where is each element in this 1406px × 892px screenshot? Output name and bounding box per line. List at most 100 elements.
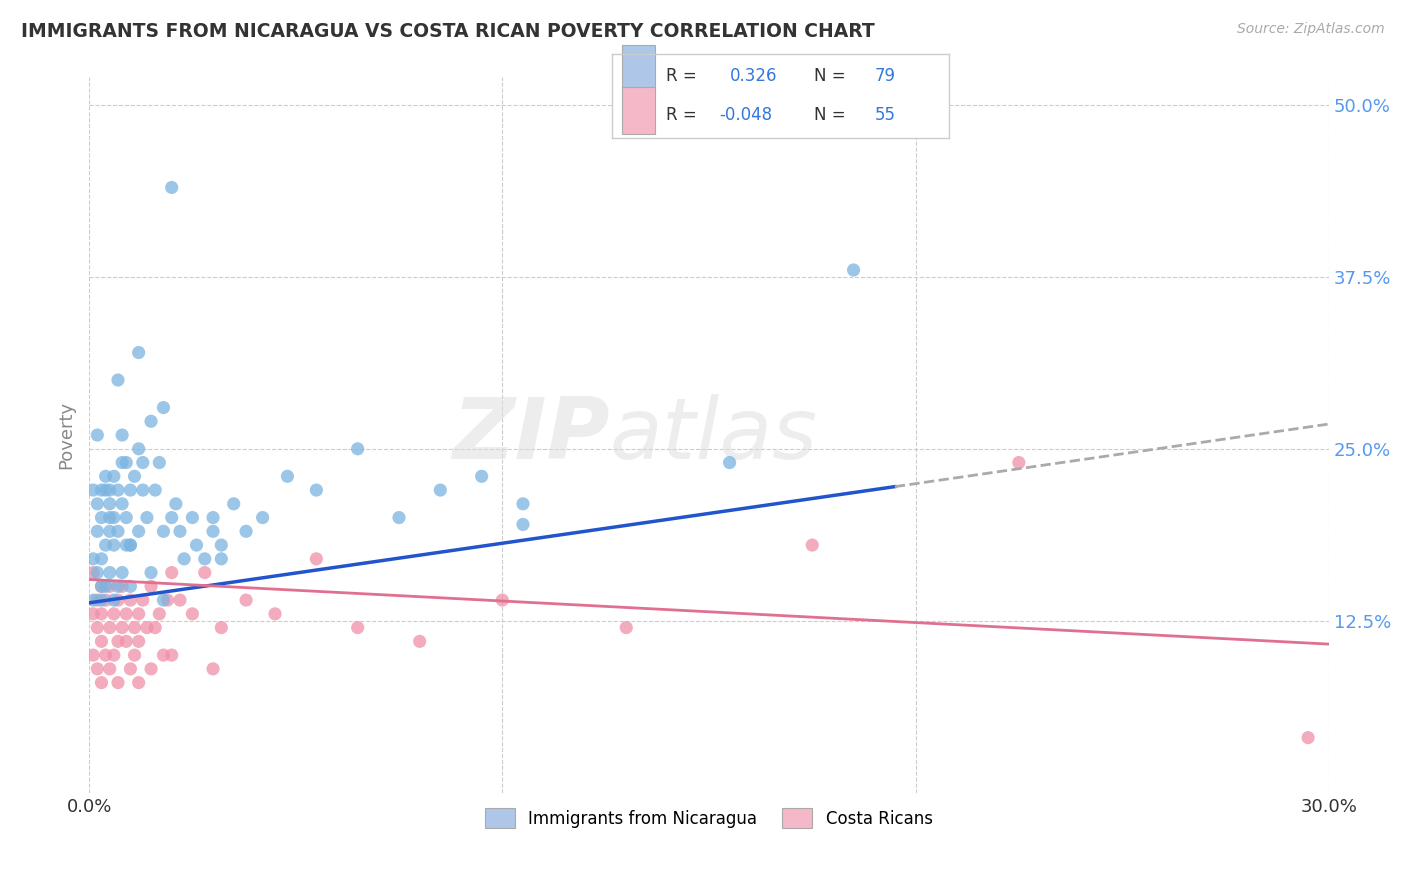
Point [1296, 731, 1319, 745]
Point [128, 345, 150, 359]
Point [194, 566, 217, 580]
Point [98, 579, 121, 593]
Point [305, 551, 328, 566]
Point [202, 510, 225, 524]
Point [491, 593, 513, 607]
Point [90, 510, 112, 524]
Point [120, 538, 142, 552]
Point [512, 497, 534, 511]
Point [98, 566, 121, 580]
Point [801, 538, 824, 552]
Point [98, 662, 121, 676]
Point [103, 593, 125, 607]
Point [346, 621, 368, 635]
Point [98, 483, 121, 497]
Point [139, 566, 162, 580]
Point [111, 566, 134, 580]
Point [86, 593, 108, 607]
Point [107, 524, 129, 539]
Point [86, 524, 108, 539]
Point [90, 675, 112, 690]
Text: R =: R = [665, 68, 702, 86]
Point [388, 510, 411, 524]
Point [181, 607, 204, 621]
Point [94, 648, 117, 662]
Point [132, 456, 155, 470]
Point [107, 593, 129, 607]
Text: 55: 55 [875, 105, 896, 123]
Y-axis label: Poverty: Poverty [58, 401, 75, 469]
Point [160, 648, 183, 662]
Point [135, 621, 157, 635]
Point [115, 456, 138, 470]
Point [152, 648, 174, 662]
Point [160, 180, 183, 194]
Point [143, 483, 166, 497]
Point [98, 497, 121, 511]
Point [94, 469, 117, 483]
Point [111, 621, 134, 635]
Point [86, 497, 108, 511]
Point [94, 483, 117, 497]
Point [346, 442, 368, 456]
Point [152, 593, 174, 607]
Point [115, 538, 138, 552]
Bar [621, 45, 655, 92]
Point [132, 483, 155, 497]
Point [139, 414, 162, 428]
Point [209, 621, 232, 635]
Point [139, 579, 162, 593]
Point [209, 538, 232, 552]
Point [148, 456, 170, 470]
Point [169, 524, 191, 539]
Text: ZIP: ZIP [453, 393, 610, 476]
Point [194, 551, 217, 566]
Point [98, 510, 121, 524]
Point [173, 551, 195, 566]
Point [107, 483, 129, 497]
Point [202, 662, 225, 676]
Point [128, 607, 150, 621]
Point [209, 551, 232, 566]
Point [305, 483, 328, 497]
Point [103, 510, 125, 524]
Point [120, 662, 142, 676]
Point [124, 469, 146, 483]
Point [111, 456, 134, 470]
Point [82, 566, 104, 580]
Point [115, 510, 138, 524]
Point [94, 593, 117, 607]
Point [120, 538, 142, 552]
Point [111, 579, 134, 593]
Point [408, 634, 430, 648]
Point [90, 607, 112, 621]
Point [264, 607, 287, 621]
Point [115, 607, 138, 621]
Text: 79: 79 [875, 68, 896, 86]
Point [124, 621, 146, 635]
Point [128, 524, 150, 539]
Point [82, 607, 104, 621]
Point [120, 483, 142, 497]
Text: N =: N = [814, 105, 851, 123]
Point [135, 510, 157, 524]
Text: R =: R = [665, 105, 702, 123]
Point [186, 538, 208, 552]
Point [512, 517, 534, 532]
Point [128, 675, 150, 690]
Text: N =: N = [814, 68, 851, 86]
Point [235, 593, 257, 607]
Point [165, 497, 187, 511]
Point [103, 469, 125, 483]
Point [86, 428, 108, 442]
Point [98, 524, 121, 539]
Point [82, 551, 104, 566]
Point [132, 593, 155, 607]
Point [156, 593, 179, 607]
Point [235, 524, 257, 539]
Point [143, 621, 166, 635]
Point [1008, 456, 1031, 470]
Point [222, 497, 245, 511]
Text: IMMIGRANTS FROM NICARAGUA VS COSTA RICAN POVERTY CORRELATION CHART: IMMIGRANTS FROM NICARAGUA VS COSTA RICAN… [21, 22, 875, 41]
Point [82, 593, 104, 607]
